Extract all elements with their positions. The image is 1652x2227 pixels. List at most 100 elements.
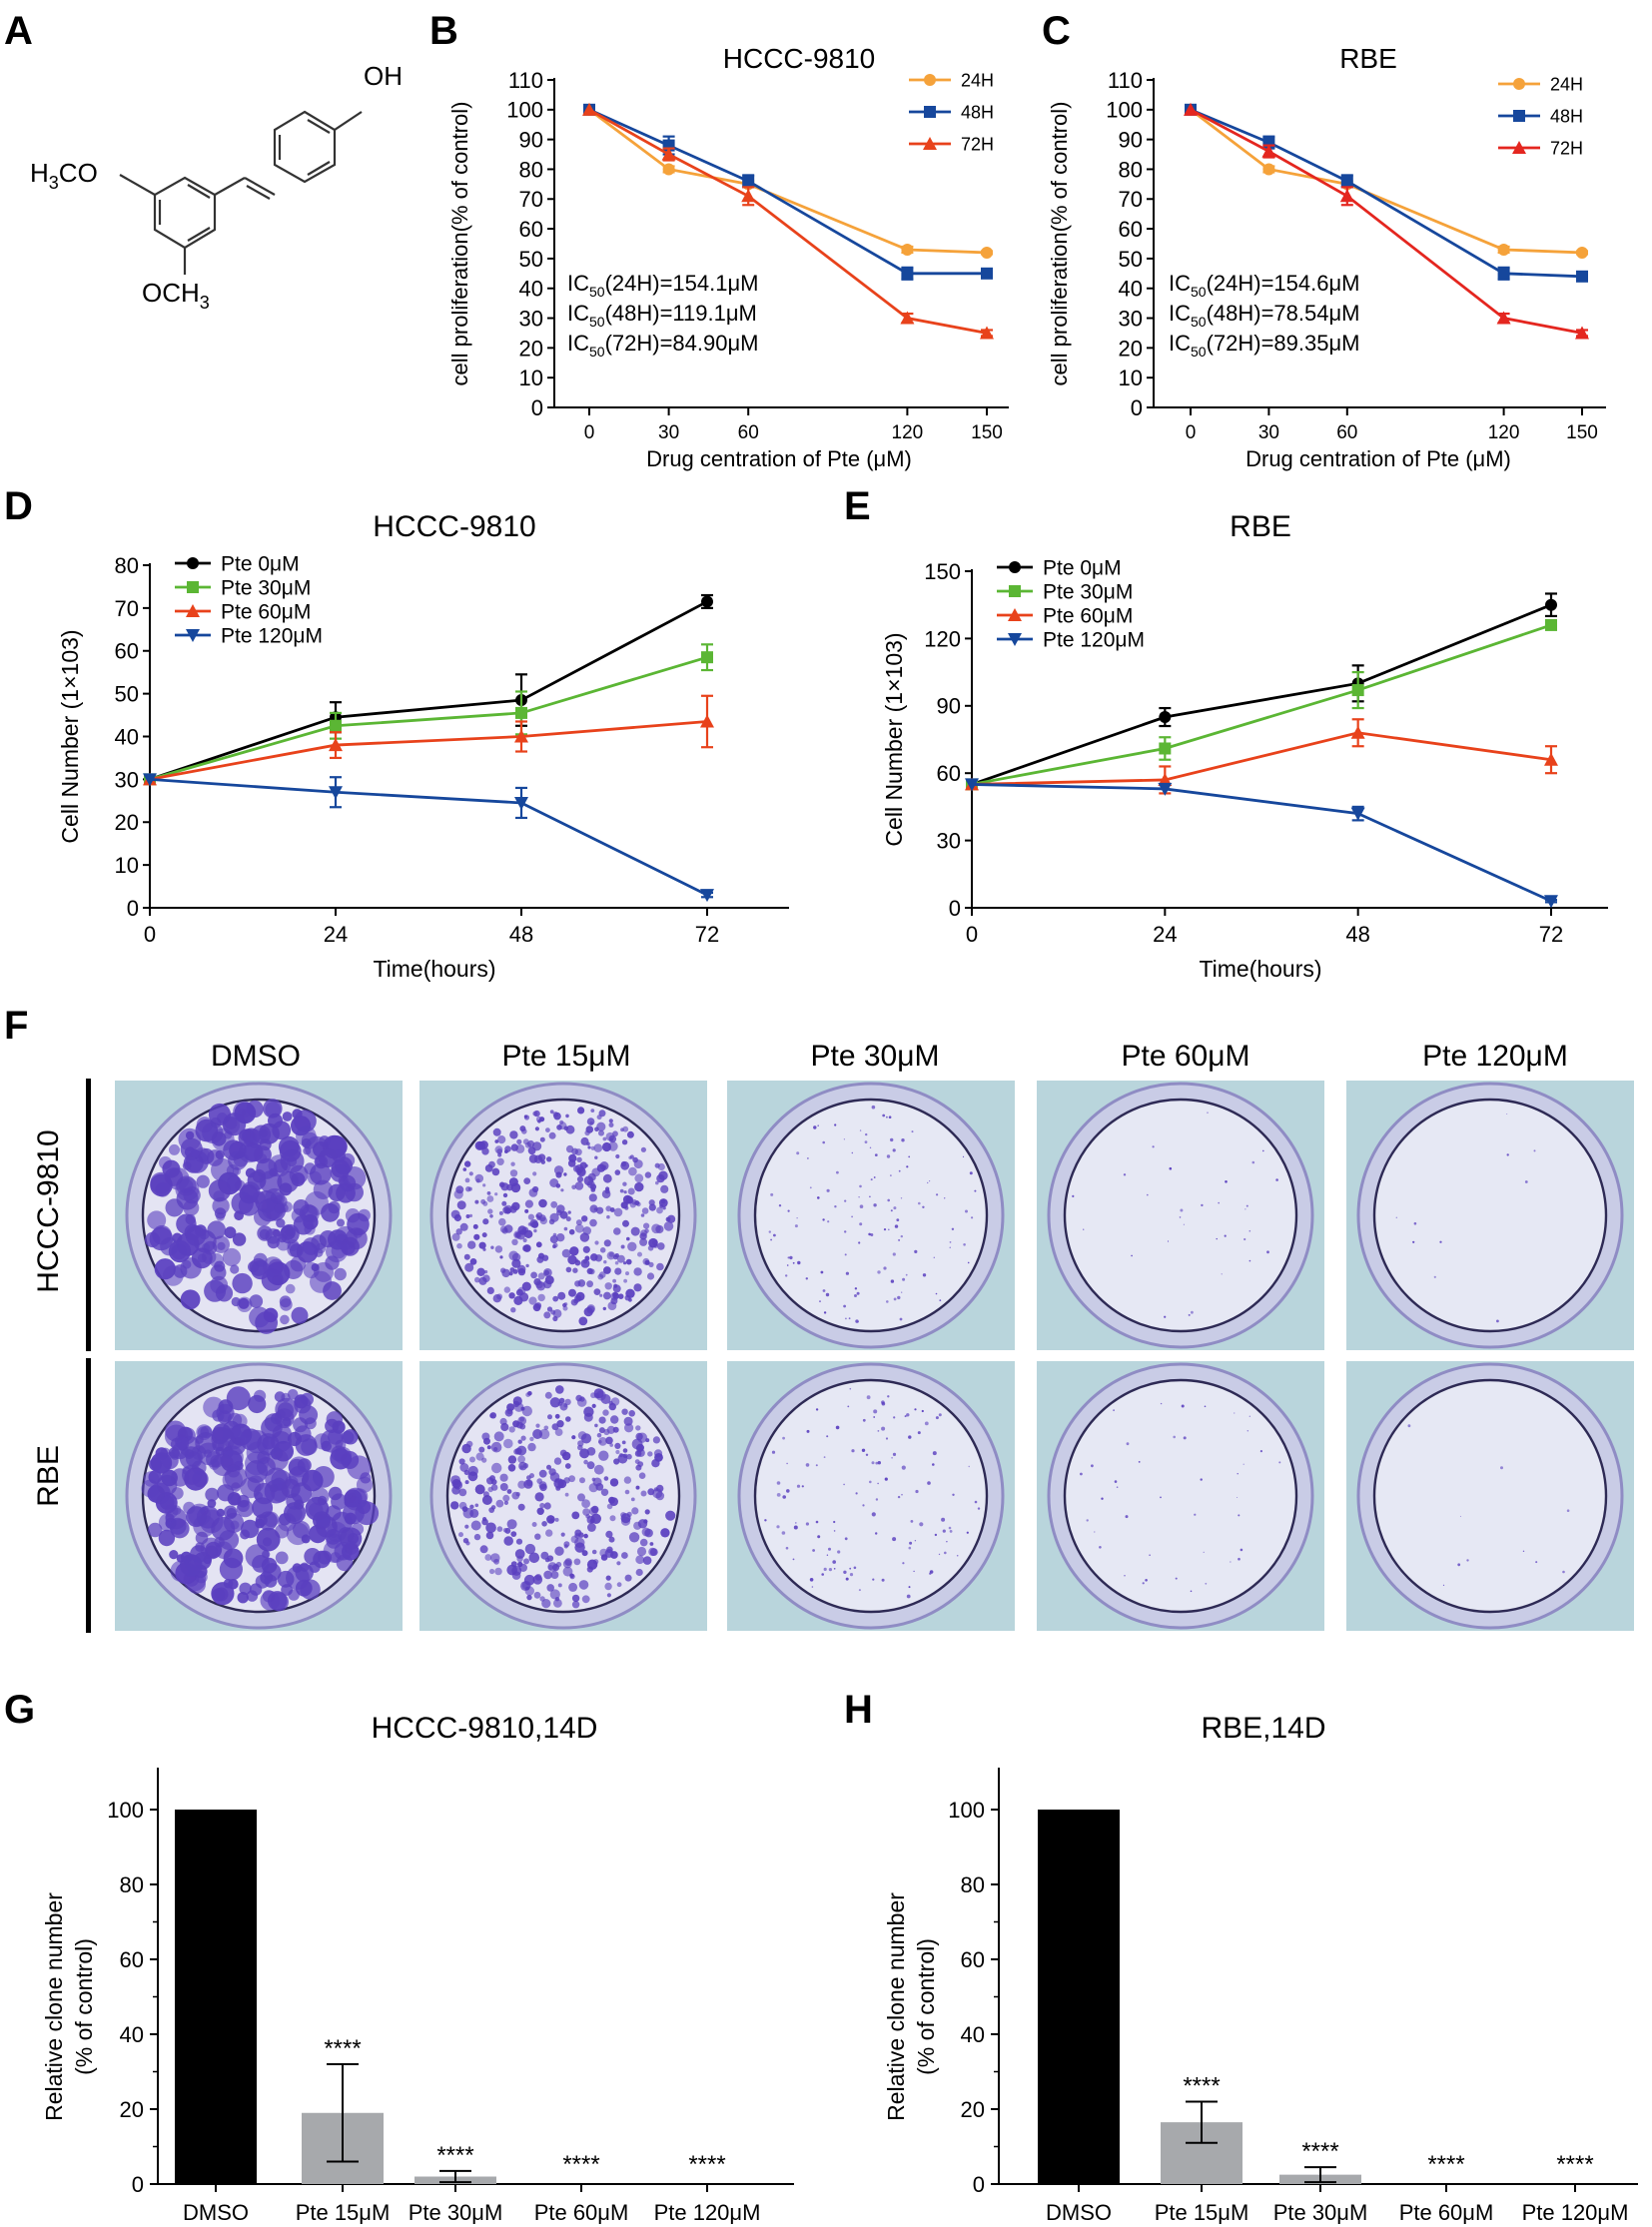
colony <box>480 1198 486 1204</box>
colony <box>598 1450 609 1461</box>
colony <box>1413 1221 1417 1225</box>
colony <box>1496 1319 1499 1323</box>
colony <box>1147 1193 1149 1196</box>
y-tick-label: 60 <box>519 217 543 242</box>
colony <box>638 1472 646 1479</box>
colony <box>571 1594 580 1603</box>
colony <box>507 1464 516 1472</box>
legend-marker <box>187 557 199 569</box>
ring-right-double-bond-3 <box>307 119 331 134</box>
colony <box>905 1273 908 1276</box>
colony <box>900 1197 903 1199</box>
colony <box>1245 1204 1248 1207</box>
y-tick-label: 40 <box>1119 277 1143 302</box>
colony <box>873 1409 878 1414</box>
colony <box>809 1578 814 1582</box>
colony <box>232 1232 247 1246</box>
colony <box>527 1442 536 1452</box>
colony <box>195 1531 209 1545</box>
y-tick-label: 20 <box>115 810 139 835</box>
colony <box>464 1480 469 1485</box>
colony <box>526 1594 532 1601</box>
colony <box>1116 1486 1119 1488</box>
colony <box>862 1418 866 1422</box>
significance-label: **** <box>1183 2073 1220 2100</box>
colony <box>557 1291 566 1300</box>
colony <box>465 1541 470 1546</box>
bar-DMSO <box>175 1810 257 2184</box>
colony <box>1506 1153 1509 1156</box>
x-tick-label: 0 <box>1186 422 1197 443</box>
colony <box>461 1506 468 1512</box>
colony <box>508 1426 515 1433</box>
colony <box>535 1423 540 1428</box>
colony <box>464 1177 470 1183</box>
colony <box>626 1130 634 1138</box>
series-line-Pte-30μM <box>971 623 1552 786</box>
colony <box>809 1186 812 1189</box>
colony <box>510 1561 517 1568</box>
colony <box>486 1445 491 1450</box>
colony <box>209 1253 224 1268</box>
colony <box>919 1522 924 1527</box>
colony <box>565 1266 572 1273</box>
colony <box>1524 1180 1528 1183</box>
colony <box>308 1170 322 1185</box>
colony <box>196 1174 210 1188</box>
colony <box>481 1232 487 1238</box>
data-point <box>1496 311 1511 325</box>
colony <box>581 1595 590 1604</box>
colony <box>562 1559 572 1569</box>
colony <box>546 1156 552 1162</box>
colony <box>844 1537 848 1541</box>
panel-label-h: H <box>844 1688 873 1732</box>
colony <box>486 1195 494 1202</box>
colony <box>890 1174 892 1176</box>
colony <box>270 1191 283 1204</box>
colony <box>598 1271 606 1278</box>
significance-label: **** <box>688 2151 725 2178</box>
colony <box>593 1143 603 1152</box>
colony <box>914 1540 917 1542</box>
colony <box>506 1564 517 1576</box>
colony <box>605 1205 612 1212</box>
legend-label: Pte 60μM <box>1043 605 1133 628</box>
colony <box>639 1237 648 1246</box>
colony <box>915 1489 919 1494</box>
y-tick-label: 20 <box>120 2097 144 2122</box>
colony <box>881 1400 885 1404</box>
plate-cell <box>1037 1361 1324 1631</box>
colony <box>647 1451 653 1457</box>
colony <box>778 1204 782 1207</box>
colony <box>1459 1515 1461 1517</box>
colony <box>640 1213 645 1217</box>
colony <box>646 1272 655 1280</box>
data-point <box>1544 752 1558 766</box>
ring-right <box>273 110 337 184</box>
colony <box>898 1169 901 1172</box>
colony <box>603 1476 609 1481</box>
colony <box>491 1462 502 1474</box>
colony <box>616 1582 622 1588</box>
colony <box>328 1200 341 1214</box>
colony <box>602 1409 609 1416</box>
colony <box>608 1118 613 1123</box>
colony <box>534 1492 544 1502</box>
colony <box>812 1549 815 1552</box>
colony <box>630 1497 635 1502</box>
colony <box>899 1317 903 1321</box>
colony <box>848 1317 851 1320</box>
colony <box>832 1560 836 1564</box>
colony <box>552 1309 562 1318</box>
colony <box>621 1552 628 1559</box>
chart-c-rbe-ic50: RBE 0 10 20 30 40 50 60 70 80 90 100 110 0 30 60 120 150 D… <box>1047 43 1606 471</box>
colony <box>615 1449 620 1455</box>
data-point <box>1350 807 1365 821</box>
colony <box>636 1432 648 1443</box>
och3-sub: 3 <box>200 293 210 313</box>
colony <box>586 1461 595 1470</box>
colony <box>582 1226 591 1235</box>
colony <box>944 1551 947 1555</box>
colony <box>515 1143 525 1153</box>
colony <box>1238 1514 1240 1517</box>
